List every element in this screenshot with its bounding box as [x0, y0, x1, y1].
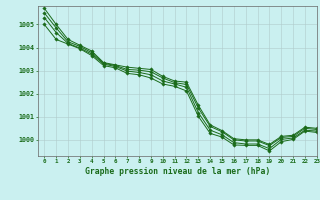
X-axis label: Graphe pression niveau de la mer (hPa): Graphe pression niveau de la mer (hPa)	[85, 167, 270, 176]
